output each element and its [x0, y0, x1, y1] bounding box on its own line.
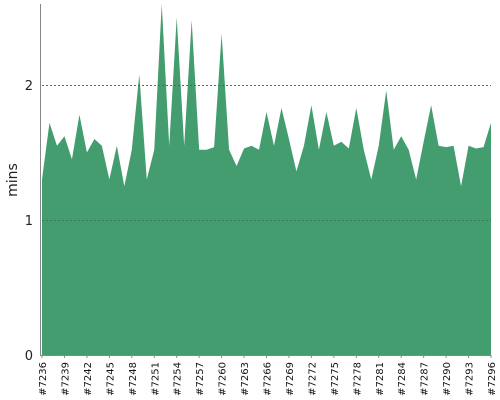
x-tick-label: #7293: [465, 362, 476, 396]
x-tick-label: #7287: [420, 362, 431, 396]
plot-area: [42, 4, 491, 355]
y-tick-label: 1: [25, 214, 33, 229]
x-tick-label: #7266: [263, 362, 274, 396]
x-tick-label: #7257: [195, 362, 206, 396]
x-tick-label: #7236: [38, 362, 49, 396]
x-tick-label: #7260: [218, 362, 229, 396]
y-tick-labels: 0 1 2: [25, 79, 33, 364]
x-tick-label: #7296: [487, 362, 498, 396]
x-tick-label: #7281: [375, 362, 386, 396]
x-tick-label: #7242: [83, 362, 94, 396]
x-tick-label: #7290: [442, 362, 453, 396]
x-tick-label: #7275: [330, 362, 341, 396]
x-tick-label: #7278: [352, 362, 363, 396]
x-tick-label: #7254: [173, 362, 184, 396]
x-tick-labels: #7236 #7239 #7242 #7245 #7248 #7251 #7254 #7257…: [38, 355, 498, 396]
x-tick-label: #7251: [150, 362, 161, 396]
axes: [40, 4, 491, 356]
x-tick-label: #7245: [105, 362, 116, 396]
y-tick-label: 0: [25, 349, 33, 364]
y-tick-label: 2: [25, 79, 33, 94]
x-tick-label: #7263: [240, 362, 251, 396]
series-area: [42, 4, 491, 355]
x-tick-label: #7272: [307, 362, 318, 396]
x-tick-label: #7269: [285, 362, 296, 396]
x-tick-label: #7248: [128, 362, 139, 396]
y-axis-title: mins: [5, 163, 21, 197]
x-tick-label: #7284: [397, 362, 408, 396]
x-tick-label: #7239: [61, 362, 72, 396]
